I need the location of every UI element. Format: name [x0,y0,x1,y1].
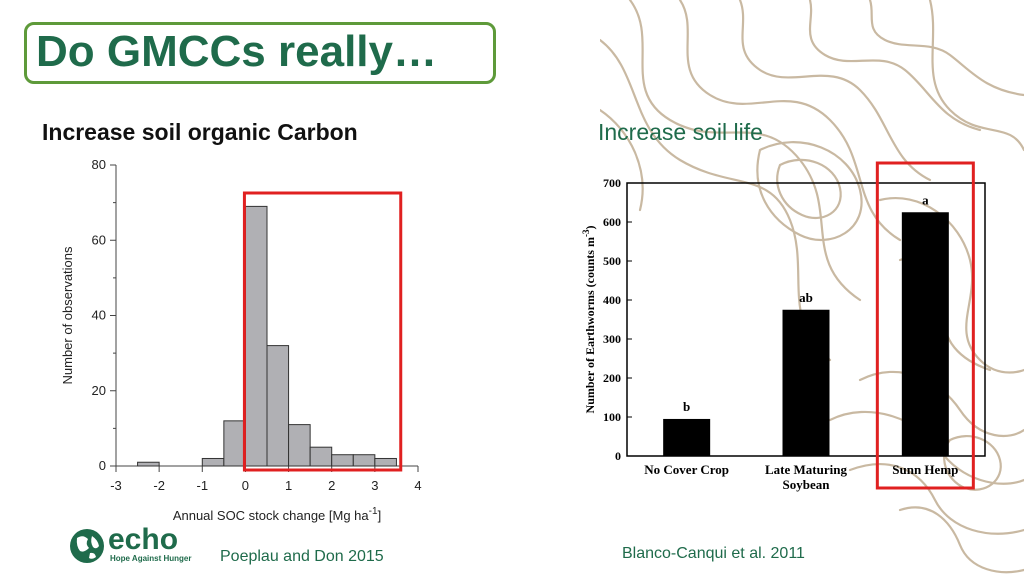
x-tick-label: 2 [328,478,335,493]
y-axis-label: Number of observations [60,246,75,385]
x-tick-label: 1 [285,478,292,493]
x-tick-label: 0 [242,478,249,493]
histogram-bar [137,461,160,467]
x-tick-label: -1 [197,478,209,493]
y-tick-label: 20 [92,383,106,398]
contour-line [878,197,1024,374]
y-tick-label: 60 [92,232,106,247]
category-label: Soybean [783,477,831,492]
contour-line [678,0,902,242]
contour-line [600,108,644,212]
category-label: No Cover Crop [644,462,729,477]
histogram-bar [309,446,333,467]
histogram-bar [223,420,246,467]
histogram-bar [374,457,397,467]
x-axis-label: Annual SOC stock change [Mg ha-1] [173,506,381,523]
histogram-bar [244,205,268,467]
x-tick-label: -2 [153,478,165,493]
y-tick-label: 0 [615,449,621,463]
echo-logo: echo Hope Against Hunger [68,523,198,568]
title-box [24,22,496,84]
histogram-bar [352,454,376,467]
bar-letter-label: ab [799,290,813,305]
bar-letter-label: b [683,399,690,414]
x-tick-label: -3 [110,478,122,493]
contour-line [928,0,1024,152]
y-tick-label: 300 [603,332,621,346]
slide-title: Do GMCCs really… [36,27,437,76]
contour-line [776,158,842,220]
contour-line [808,0,982,132]
y-axis-label-end: ) [583,226,597,230]
category-label: Late Maturing [765,462,847,477]
y-tick-label: 400 [603,293,621,307]
contour-line [738,0,932,182]
y-tick-label: 80 [92,157,106,172]
soc-histogram-chart: 0 20 40 60 80 -3 -2 -1 0 1 2 3 4 Number of observatio… [60,157,422,523]
y-tick-label: 100 [603,410,621,424]
left-citation: Poeplau and Don 2015 [220,548,384,565]
histogram-bar [288,424,311,467]
contour-line [756,141,863,241]
y-tick-label: 500 [603,254,621,268]
contour-line [943,435,1002,491]
contour-line [848,463,1024,535]
x-axis-label-end: ] [378,508,382,523]
x-tick-label: 4 [414,478,421,493]
bar [663,418,711,456]
earthworm-bar-chart: 0 100 200 300 400 500 600 700 b No Cover Crop ab La… [581,161,986,492]
bar [782,309,830,456]
logo-wordmark: echo [108,523,179,556]
y-tick-label: 0 [99,458,106,473]
histogram-bar [201,457,225,467]
contour-line [858,370,1024,438]
x-axis-label-sup: -1 [369,506,378,517]
highlight-box [875,161,975,490]
y-tick-label: 40 [92,308,106,323]
y-tick-label: 600 [603,215,621,229]
y-tick-label: 700 [603,176,621,190]
contour-line [898,506,1024,574]
y-axis-label-sup: -3 [581,229,591,237]
contour-line [628,0,862,302]
right-citation: Blanco-Canqui et al. 2011 [622,545,805,562]
y-axis-label-base: Number of Earthworms (counts m [583,237,597,413]
y-axis-label: Number of Earthworms (counts m-3) [581,226,597,414]
right-heading: Increase soil life [598,119,763,145]
globe-icon [70,529,104,563]
x-axis-label-base: Annual SOC stock change [Mg ha [173,508,370,523]
contour-line [868,0,1024,97]
y-tick-label: 200 [603,371,621,385]
logo-tagline: Hope Against Hunger [110,554,192,563]
bar-letter-label: a [922,192,929,207]
highlight-box [242,191,403,472]
left-heading: Increase soil organic Carbon [42,119,358,145]
bar [901,212,949,456]
x-tick-label: 3 [371,478,378,493]
category-label: Sunn Hemp [892,462,958,477]
histogram-bar [266,345,290,467]
histogram-bar [331,454,354,467]
